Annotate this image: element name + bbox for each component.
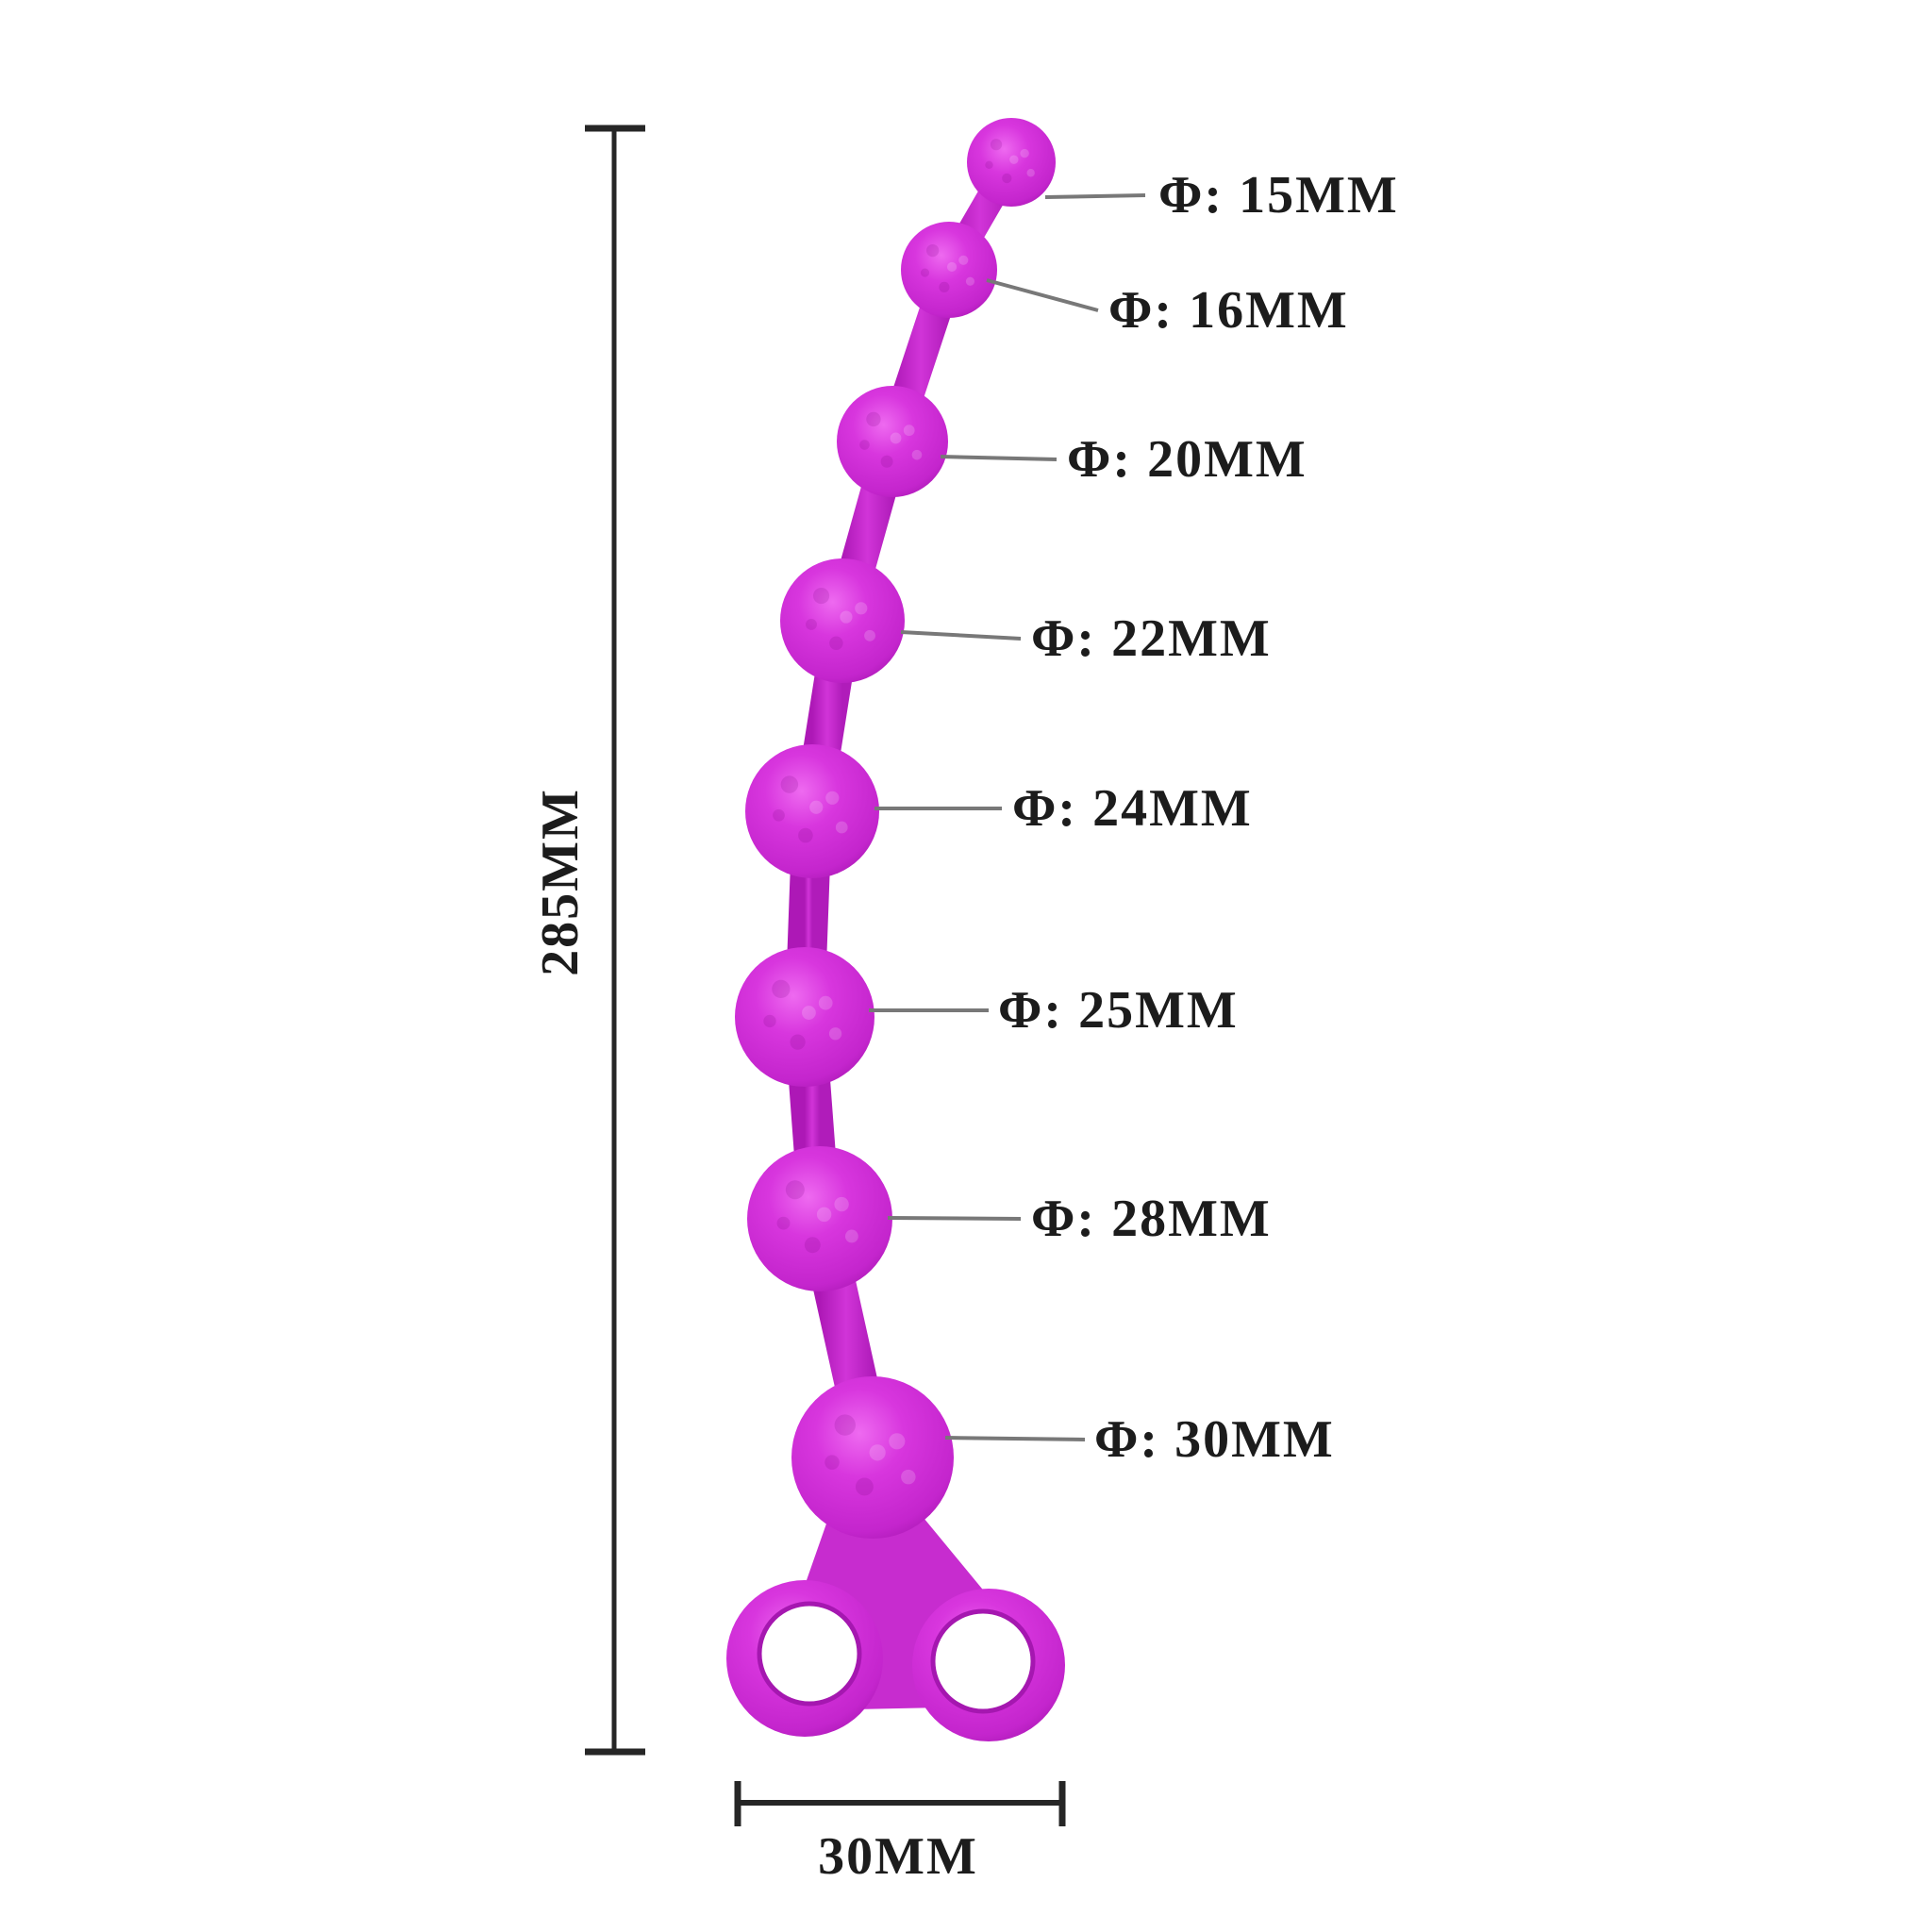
leader-line-28mm	[887, 1216, 1022, 1221]
bead-texture-dot	[812, 588, 830, 605]
bead-texture-dot	[804, 1237, 821, 1254]
bead-texture-dot	[844, 1229, 858, 1243]
handle	[726, 1507, 1065, 1741]
bead-15mm	[967, 118, 1056, 207]
bead-texture-dot	[840, 610, 853, 624]
bead-texture-dot	[785, 1180, 805, 1200]
bead-25mm	[735, 947, 874, 1087]
bead-22mm	[780, 558, 905, 683]
bead-28mm	[747, 1146, 892, 1291]
bead-texture-dot	[824, 1455, 840, 1470]
bead-texture-dot	[773, 808, 785, 822]
leader-lines	[869, 193, 1146, 1441]
bead-label-24mm: Φ: 24MM	[1012, 779, 1253, 838]
bead-texture-dot	[889, 1433, 906, 1450]
leader-line-30mm	[944, 1436, 1086, 1441]
bead-texture-dot	[985, 160, 993, 170]
bead-texture-dot	[829, 636, 843, 651]
bead-texture-dot	[835, 821, 848, 834]
bead-label-25mm: Φ: 25MM	[998, 981, 1239, 1040]
bead-texture-dot	[869, 1444, 886, 1461]
bead-texture-dot	[866, 411, 881, 427]
bead-label-28mm: Φ: 28MM	[1031, 1190, 1272, 1248]
bead-20mm	[837, 386, 948, 497]
bead-texture-dot	[834, 1196, 849, 1212]
length-dimension: 285MM	[531, 125, 645, 1756]
bead-texture-dot	[809, 800, 824, 814]
bead-texture-dot	[903, 425, 915, 437]
bead-texture-dot	[1009, 155, 1019, 164]
bead-texture-dot	[818, 995, 833, 1010]
bead-labels: Φ: 15MM Φ: 16MM Φ: 20MM Φ: 22MM Φ: 24MM …	[998, 166, 1399, 1469]
bead-texture-dot	[946, 261, 958, 273]
bead-texture-dot	[798, 827, 813, 843]
bead-texture-dot	[780, 775, 799, 793]
bead-label-20mm: Φ: 20MM	[1067, 430, 1307, 489]
bead-texture-dot	[806, 619, 817, 630]
bead-texture-dot	[958, 255, 969, 265]
bead-16mm	[901, 222, 997, 318]
bead-texture-dot	[772, 979, 791, 999]
bead-texture-dot	[965, 276, 975, 286]
bead-texture-dot	[834, 1414, 856, 1436]
bead-texture-dot	[859, 440, 870, 450]
bead-texture-dot	[1002, 173, 1012, 184]
bead-texture-dot	[855, 1477, 874, 1496]
bead-label-30mm: Φ: 30MM	[1094, 1410, 1335, 1469]
bead-texture-dot	[939, 281, 950, 292]
bead-texture-dot	[776, 1216, 791, 1230]
bead-chain	[735, 118, 1056, 1539]
bead-texture-dot	[790, 1034, 806, 1050]
bead-texture-dot	[864, 629, 875, 641]
bead-texture-dot	[920, 268, 930, 277]
bead-texture-dot	[901, 1469, 916, 1485]
bead-texture-dot	[1026, 169, 1035, 177]
leader-line-20mm	[940, 455, 1058, 461]
leader-line-16mm	[986, 278, 1099, 312]
bead-texture-dot	[816, 1207, 832, 1223]
bead-texture-dot	[880, 455, 893, 468]
bead-texture-dot	[926, 243, 940, 258]
bead-texture-dot	[890, 432, 902, 444]
bead-24mm	[745, 744, 879, 878]
length-dimension-label: 285MM	[531, 788, 590, 976]
bead-texture-dot	[802, 1006, 816, 1020]
handle-left-ring-hole	[757, 1601, 862, 1707]
bead-label-15mm: Φ: 15MM	[1158, 166, 1399, 225]
bead-label-16mm: Φ: 16MM	[1108, 281, 1349, 340]
width-dimension: 30MM	[734, 1781, 1066, 1886]
bead-texture-dot	[990, 139, 1003, 151]
bead-texture-dot	[828, 1027, 842, 1041]
bead-label-22mm: Φ: 22MM	[1031, 609, 1272, 668]
bead-texture-dot	[855, 602, 868, 615]
handle-right-ring-hole	[930, 1608, 1036, 1714]
bead-texture-dot	[763, 1014, 776, 1028]
bead-texture-dot	[825, 791, 840, 805]
width-dimension-label: 30MM	[818, 1827, 978, 1886]
bead-texture-dot	[911, 449, 923, 460]
leader-line-15mm	[1044, 193, 1146, 199]
leader-line-22mm	[900, 630, 1022, 641]
bead-texture-dot	[1020, 148, 1029, 158]
bead-30mm	[791, 1376, 954, 1539]
